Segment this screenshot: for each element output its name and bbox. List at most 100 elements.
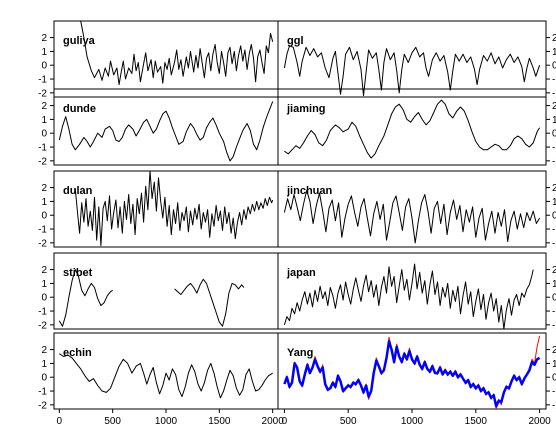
x-tick-label: 1000 xyxy=(155,416,178,427)
y-tick-label: -2 xyxy=(552,238,556,249)
panel-frame xyxy=(277,252,547,330)
panel-title: ggl xyxy=(287,35,304,47)
series-line-segment-0 xyxy=(58,269,113,327)
panel-dunde: dunde -2 -1 0 1 2 xyxy=(38,88,279,167)
x-tick-label: 0 xyxy=(282,416,288,427)
y-tick-label: -1 xyxy=(552,307,556,318)
panel-series-group xyxy=(80,21,274,86)
y-tick-label: -1 xyxy=(38,75,47,86)
panel-series-group xyxy=(283,189,541,244)
panel-frame xyxy=(277,20,547,98)
panel-guliya: guliya -2 -1 0 1 2 xyxy=(38,20,279,99)
series-line xyxy=(74,171,274,247)
panel-series-group xyxy=(283,45,541,97)
y-tick-label: 1 xyxy=(41,279,47,290)
panel-frame xyxy=(277,170,547,248)
y-tick-label: 2 xyxy=(552,33,556,44)
y-tick-label: -2 xyxy=(552,88,556,99)
y-tick-label: -1 xyxy=(38,225,47,236)
x-tick-label: 2000 xyxy=(262,416,285,427)
panel-Yang: Yang -2 -1 0 1 2 0 500 1000 1500 2000 xyxy=(277,332,556,427)
series-line-1 xyxy=(283,340,541,408)
panel-series-group xyxy=(283,335,541,409)
series-line xyxy=(59,353,273,399)
y-tick-label: -2 xyxy=(38,156,47,167)
panel-echin: echin -2 -1 0 1 2 0 500 1000 1500 2000 xyxy=(38,332,285,427)
series-line-segment-1 xyxy=(174,278,245,327)
x-tick-label: 1500 xyxy=(208,416,231,427)
y-tick-label: 1 xyxy=(552,197,556,208)
y-tick-label: -1 xyxy=(552,75,556,86)
panel-series-group xyxy=(58,101,274,162)
y-tick-label: -2 xyxy=(38,88,47,99)
x-tick-label: 1000 xyxy=(401,416,424,427)
panel-series-group xyxy=(284,99,541,159)
x-tick-label: 2000 xyxy=(528,416,551,427)
panel-title: stibet xyxy=(63,267,93,279)
panel-series-group xyxy=(58,269,245,327)
y-tick-label: -1 xyxy=(38,143,47,154)
y-tick-label: 0 xyxy=(41,293,47,304)
y-tick-label: 0 xyxy=(552,373,556,384)
y-tick-label: 1 xyxy=(41,115,47,126)
x-tick-label: 0 xyxy=(57,416,63,427)
series-line xyxy=(283,189,541,244)
panel-title: Yang xyxy=(287,347,313,359)
y-tick-label: 0 xyxy=(41,373,47,384)
y-tick-label: 1 xyxy=(41,197,47,208)
panel-title: japan xyxy=(286,267,316,279)
panel-title: guliya xyxy=(63,35,96,47)
panel-frame xyxy=(277,88,547,166)
y-tick-label: 2 xyxy=(41,345,47,356)
panel-title: dunde xyxy=(63,103,96,115)
panel-series-group xyxy=(74,171,274,247)
panel-ggl: ggl -2 -1 0 1 2 xyxy=(277,20,556,99)
panel-series-group xyxy=(59,353,273,399)
y-tick-label: 2 xyxy=(41,183,47,194)
y-tick-label: 0 xyxy=(552,61,556,72)
y-tick-label: 0 xyxy=(41,211,47,222)
y-tick-label: -2 xyxy=(552,400,556,411)
y-tick-label: -2 xyxy=(552,320,556,331)
y-tick-label: -2 xyxy=(38,400,47,411)
y-tick-label: 1 xyxy=(552,115,556,126)
y-tick-label: 1 xyxy=(41,47,47,58)
panel-stibet: stibet -2 -1 0 1 2 xyxy=(38,252,279,331)
panel-title: dulan xyxy=(63,185,93,197)
x-tick-label: 1500 xyxy=(465,416,488,427)
y-tick-label: -1 xyxy=(552,225,556,236)
y-tick-label: 2 xyxy=(552,345,556,356)
series-line xyxy=(283,45,541,97)
series-line xyxy=(283,263,534,329)
y-tick-label: 2 xyxy=(41,265,47,276)
panel-dulan: dulan -2 -1 0 1 2 xyxy=(38,170,279,249)
series-line xyxy=(80,21,274,86)
y-tick-label: -2 xyxy=(38,320,47,331)
x-tick-label: 500 xyxy=(104,416,121,427)
y-tick-label: 1 xyxy=(552,279,556,290)
panel-frame xyxy=(53,332,279,410)
panel-jinchuan: jinchuan -2 -1 0 1 2 xyxy=(277,170,556,249)
y-tick-label: 0 xyxy=(552,293,556,304)
panel-jiaming: jiaming -2 -1 0 1 2 xyxy=(277,88,556,167)
y-tick-label: 2 xyxy=(552,183,556,194)
y-tick-label: -1 xyxy=(38,307,47,318)
panel-japan: japan -2 -1 0 1 2 xyxy=(277,252,556,331)
y-tick-label: 0 xyxy=(552,211,556,222)
y-tick-label: 1 xyxy=(41,359,47,370)
panel-title: jiaming xyxy=(286,103,326,115)
y-tick-label: 2 xyxy=(552,101,556,112)
panel-title: jinchuan xyxy=(286,185,333,197)
y-tick-label: -1 xyxy=(552,387,556,398)
y-tick-label: 0 xyxy=(41,129,47,140)
panel-title: echin xyxy=(63,347,92,359)
y-tick-label: 0 xyxy=(41,61,47,72)
y-tick-label: 2 xyxy=(552,265,556,276)
y-tick-label: 0 xyxy=(552,129,556,140)
y-tick-label: -1 xyxy=(552,143,556,154)
x-tick-label: 500 xyxy=(340,416,357,427)
series-line xyxy=(58,101,274,162)
y-tick-label: -2 xyxy=(552,156,556,167)
